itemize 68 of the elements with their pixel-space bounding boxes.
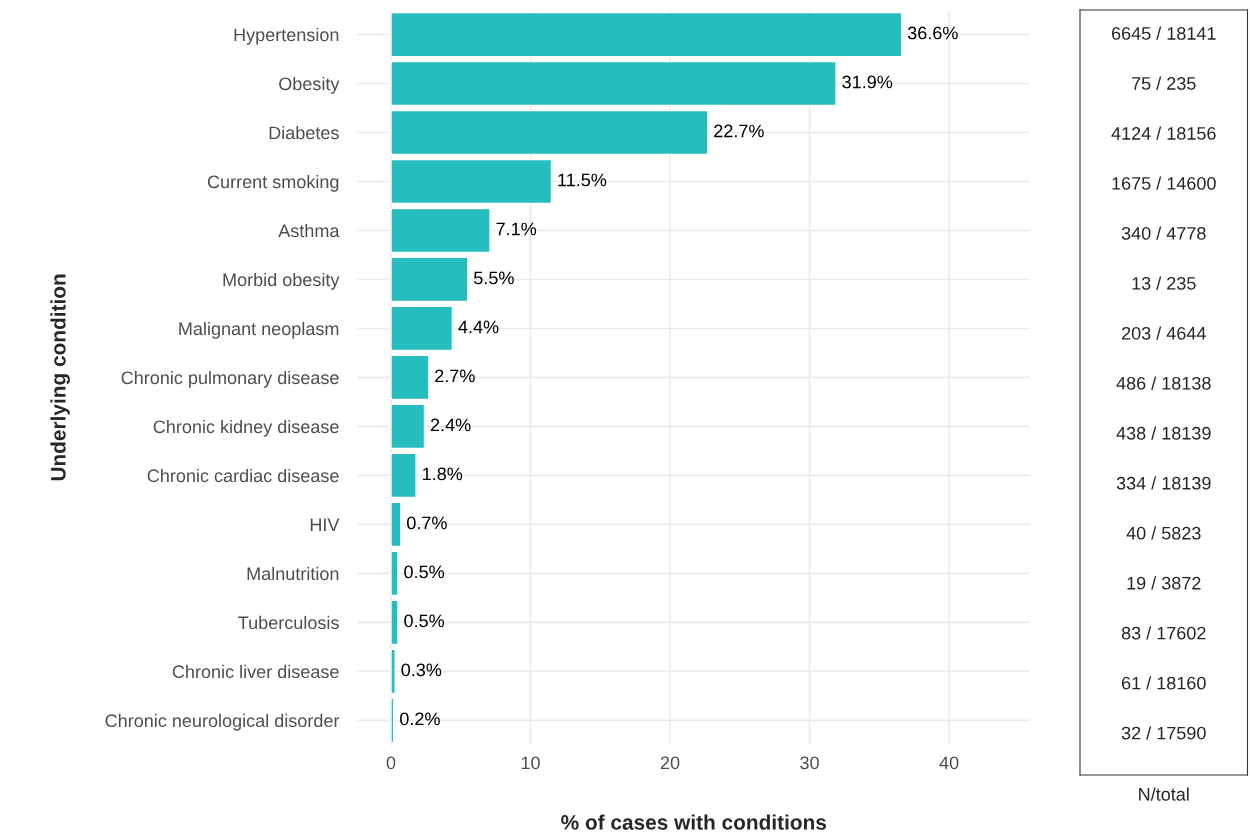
data-label: 7.1% [496, 222, 537, 236]
y-tick-label: Hypertension [234, 27, 339, 45]
bar [390, 109, 709, 156]
text: 334 / 18139 [1116, 476, 1211, 490]
y-tick-label: Chronic neurological disorder [105, 713, 340, 731]
bar [390, 158, 553, 205]
x-tick-label: 40 [939, 756, 959, 770]
bar [390, 599, 399, 646]
y-tick-label: Chronic kidney disease [153, 419, 339, 437]
x-tick-label: 30 [800, 756, 819, 770]
y-axis-title: Underlying condition [50, 274, 70, 481]
data-label: 0.7% [407, 516, 447, 530]
y-tick-label: Obesity [279, 76, 340, 94]
bar [390, 550, 399, 597]
y-tick-label: Chronic liver disease [172, 664, 339, 679]
x-axis-title: % of cases with conditions [561, 814, 827, 830]
text: 83 / 17602 [1121, 626, 1206, 640]
text: 6645 / 18141 [1111, 26, 1216, 40]
data-label: 22.7% [714, 124, 764, 138]
data-label: 11.5% [558, 173, 607, 187]
text: 19 / 3872 [1127, 576, 1201, 590]
data-label: 1.8% [423, 467, 463, 481]
x-tick-label: 10 [521, 756, 540, 770]
text: 40 / 5823 [1126, 526, 1201, 540]
bar [390, 648, 396, 695]
data-label: 2.7% [435, 369, 475, 383]
data-label: 4.4% [458, 320, 499, 334]
y-tick-label: Current smoking [207, 174, 339, 192]
text: 13 / 235 [1132, 276, 1196, 290]
bar [390, 354, 430, 401]
bar [390, 305, 454, 352]
y-tick-label: Malnutrition [247, 566, 339, 581]
y-tick-label: Asthma [278, 223, 340, 238]
y-tick-label: Diabetes [269, 125, 339, 140]
data-label: 0.5% [404, 614, 445, 628]
bar [390, 11, 903, 58]
text: 4124 / 18156 [1111, 126, 1216, 140]
y-tick-label: Chronic pulmonary disease [121, 370, 339, 388]
y-tick-label: Chronic cardiac disease [147, 468, 339, 483]
y-tick-label: Malignant neoplasm [179, 321, 339, 339]
data-label: 0.3% [401, 663, 442, 677]
text: 61 / 18160 [1122, 676, 1206, 690]
data-label: 31.9% [842, 75, 893, 89]
data-label: 5.5% [474, 271, 514, 285]
bar [390, 501, 402, 548]
data-label: 0.2% [400, 712, 440, 726]
data-label: 36.6% [907, 26, 958, 40]
text: 486 / 18138 [1116, 376, 1211, 390]
bar [390, 697, 395, 744]
data-label: 0.5% [404, 565, 445, 579]
bar [390, 60, 837, 107]
y-tick-label: HIV [310, 518, 340, 531]
bar [390, 403, 426, 450]
bar [390, 256, 469, 303]
bar [390, 452, 417, 499]
text: 340 / 4778 [1121, 226, 1206, 240]
y-tick-label: Tuberculosis [238, 615, 339, 630]
text: 75 / 235 [1132, 76, 1196, 90]
text: 32 / 17590 [1121, 726, 1206, 740]
text: 203 / 4644 [1121, 326, 1206, 340]
text: N/total [1139, 787, 1189, 801]
x-tick-label: 20 [660, 756, 680, 770]
text: 1675 / 14600 [1112, 176, 1216, 190]
text: 438 / 18139 [1116, 426, 1211, 440]
data-label: 2.4% [430, 418, 471, 432]
x-tick-label: 0 [386, 756, 396, 770]
bar [390, 207, 491, 254]
y-tick-label: Morbid obesity [223, 272, 340, 290]
